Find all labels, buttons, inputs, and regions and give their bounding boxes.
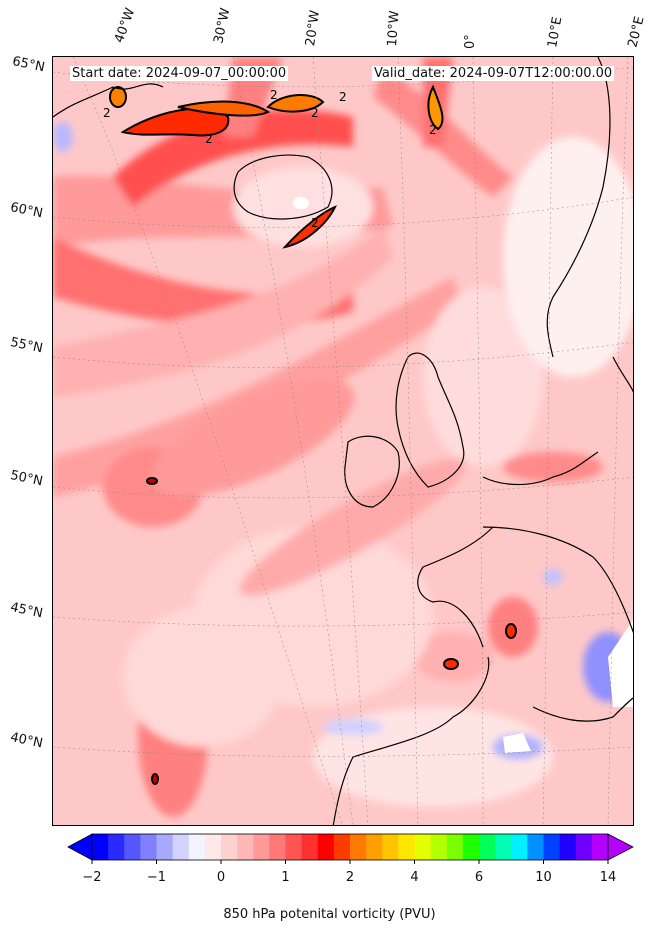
pv-contour-map: 2 2 2 2 2 2 2 bbox=[53, 57, 633, 825]
contour-label: 2 bbox=[339, 90, 347, 104]
colorbar-cells bbox=[92, 834, 609, 860]
colorbar-ticks bbox=[91, 860, 609, 864]
colorbar-tick-label: 0 bbox=[216, 870, 226, 885]
colorbar-tick-label: −1 bbox=[146, 870, 167, 885]
colorbar-tick-label: 6 bbox=[474, 870, 484, 885]
colorbar-cell bbox=[495, 834, 512, 860]
colorbar-cell bbox=[511, 834, 528, 860]
colorbar-title: 850 hPa potenital vorticity (PVU) bbox=[223, 907, 436, 922]
valid-date-label: Valid_date: 2024-09-07T12:00:00.00 bbox=[372, 66, 615, 81]
iberia-coast bbox=[332, 600, 490, 825]
contour-label: 2 bbox=[311, 106, 319, 120]
colorbar-tick-label: 10 bbox=[535, 870, 552, 885]
colorbar-tick-label: 1 bbox=[281, 870, 290, 885]
colorbar-cell bbox=[156, 834, 174, 860]
contour-label: 2 bbox=[429, 123, 437, 137]
colorbar-cell bbox=[92, 834, 109, 860]
colorbar-cell bbox=[301, 834, 319, 860]
colorbar-cell bbox=[543, 834, 561, 860]
pv-shading bbox=[53, 57, 633, 817]
colorbar-cell bbox=[559, 834, 577, 860]
colorbar-cell bbox=[398, 834, 415, 860]
colorbar-cell bbox=[237, 834, 254, 860]
colorbar-cell bbox=[366, 834, 383, 860]
colorbar-cell bbox=[591, 834, 609, 860]
colorbar-cell bbox=[108, 834, 125, 860]
colorbar-cell bbox=[285, 834, 303, 860]
iceland-coast bbox=[233, 154, 333, 220]
colorbar-cell bbox=[140, 834, 157, 860]
colorbar-cell bbox=[333, 834, 351, 860]
colorbar-cell bbox=[430, 834, 448, 860]
great-britain-coast bbox=[395, 352, 465, 488]
contour-label: 2 bbox=[205, 132, 213, 146]
contour-label: 2 bbox=[311, 216, 319, 230]
colorbar-cell bbox=[527, 834, 544, 860]
colorbar-extend-high bbox=[607, 833, 634, 861]
colorbar-extend-low bbox=[67, 833, 93, 861]
colorbar-tick-label: −2 bbox=[82, 870, 102, 885]
colorbar-cell bbox=[414, 834, 432, 860]
france-coast bbox=[417, 451, 599, 603]
scandinavia-coast bbox=[546, 57, 633, 393]
contour-label: 2 bbox=[270, 88, 278, 102]
colorbar-tick-label: 14 bbox=[599, 870, 617, 885]
map-panel: 2 2 2 2 2 2 2 bbox=[52, 56, 634, 826]
colorbar-cell bbox=[479, 834, 496, 860]
colorbar-cell bbox=[350, 834, 367, 860]
colorbar-cell bbox=[204, 834, 222, 860]
colorbar-cell bbox=[317, 834, 335, 860]
contour-labels: 2 2 2 2 2 2 2 bbox=[103, 88, 437, 230]
colorbar-cell bbox=[253, 834, 270, 860]
ireland-coast bbox=[344, 435, 400, 508]
contour-label: 2 bbox=[103, 106, 111, 120]
central-europe-coast bbox=[482, 526, 633, 634]
colorbar-cell bbox=[462, 834, 480, 860]
colorbar-cell bbox=[269, 834, 286, 860]
start-date-label: Start date: 2024-09-07_00:00:00 bbox=[70, 66, 289, 81]
colorbar-cell bbox=[124, 834, 141, 860]
colorbar-cell bbox=[172, 834, 190, 860]
italy-coast bbox=[532, 697, 633, 722]
colorbar-cell bbox=[221, 834, 238, 860]
colorbar-tick-label: 2 bbox=[345, 870, 355, 885]
colorbar-cell bbox=[446, 834, 464, 860]
colorbar-cell bbox=[382, 834, 399, 860]
colorbar-cell bbox=[188, 834, 206, 860]
colorbar-tick-label: 4 bbox=[410, 870, 419, 885]
coastlines bbox=[53, 57, 633, 825]
masked-terrain bbox=[293, 197, 633, 753]
high-pv-cores bbox=[109, 84, 517, 785]
colorbar-cell bbox=[575, 834, 593, 860]
